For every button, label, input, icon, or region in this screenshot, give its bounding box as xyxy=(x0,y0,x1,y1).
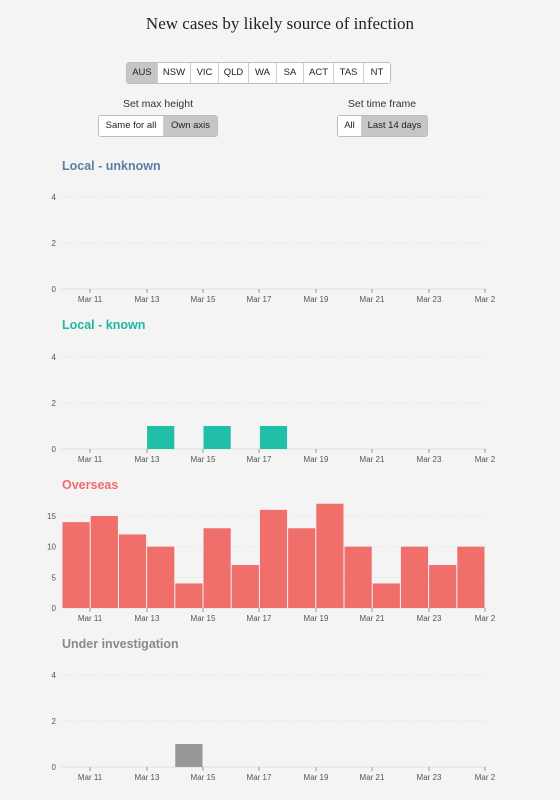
x-tick-label: Mar 15 xyxy=(191,614,216,623)
region-button-tas[interactable]: TAS xyxy=(334,63,364,83)
bar xyxy=(90,516,118,608)
bar xyxy=(259,509,288,608)
chart-title-overseas: Overseas xyxy=(62,478,119,492)
x-tick-label: Mar 19 xyxy=(304,773,329,782)
x-tick-label: Mar 21 xyxy=(360,773,385,782)
x-tick-label: Mar 21 xyxy=(360,455,385,464)
y-tick-label: 10 xyxy=(47,543,56,552)
region-button-qld[interactable]: QLD xyxy=(219,63,249,83)
x-tick-label: Mar 19 xyxy=(304,614,329,623)
region-button-aus[interactable]: AUS xyxy=(127,63,158,83)
bar xyxy=(175,744,203,767)
region-button-wa[interactable]: WA xyxy=(249,63,277,83)
chart-title-under-investigation: Under investigation xyxy=(62,637,179,651)
x-tick-label: Mar 21 xyxy=(360,295,385,304)
y-tick-label: 0 xyxy=(52,763,57,772)
x-tick-label: Mar 23 xyxy=(417,455,442,464)
x-tick-label: Mar 13 xyxy=(135,614,160,623)
y-tick-label: 4 xyxy=(52,671,57,680)
y-tick-label: 2 xyxy=(52,399,57,408)
bar xyxy=(62,522,90,608)
x-tick-label: Mar 11 xyxy=(78,773,103,782)
x-tick-label: Mar 17 xyxy=(247,455,272,464)
bar xyxy=(400,546,429,608)
bar xyxy=(429,565,457,608)
x-tick-label: Mar 15 xyxy=(191,773,216,782)
x-tick-label: Mar 19 xyxy=(304,295,329,304)
x-tick-label: Mar 17 xyxy=(247,295,272,304)
x-tick-label: Mar 21 xyxy=(360,614,385,623)
time-frame-option-all[interactable]: All xyxy=(338,116,362,136)
x-tick-label: Mar 19 xyxy=(304,455,329,464)
chart-local-known: 0 2 4 Mar 11 Mar 13 Mar 15 Mar 17 Mar 19 Mar 21 M… xyxy=(52,353,496,464)
region-button-act[interactable]: ACT xyxy=(304,63,334,83)
y-tick-label: 2 xyxy=(52,239,57,248)
x-tick-label: Mar 2 xyxy=(475,773,496,782)
bar xyxy=(288,528,316,608)
bar xyxy=(316,503,344,608)
x-tick-label: Mar 13 xyxy=(135,455,160,464)
time-frame-label: Set time frame xyxy=(347,98,417,110)
x-tick-label: Mar 17 xyxy=(247,614,272,623)
y-tick-label: 15 xyxy=(47,512,56,521)
x-tick-label: Mar 17 xyxy=(247,773,272,782)
y-tick-label: 4 xyxy=(52,193,57,202)
x-tick-label: Mar 11 xyxy=(78,455,103,464)
bar xyxy=(147,426,175,449)
region-button-nt[interactable]: NT xyxy=(364,63,390,83)
y-tick-label: 0 xyxy=(52,285,57,294)
max-height-label: Set max height xyxy=(122,98,194,110)
x-tick-label: Mar 15 xyxy=(191,295,216,304)
region-button-sa[interactable]: SA xyxy=(277,63,304,83)
chart-title-local-known: Local - known xyxy=(62,318,146,332)
x-tick-label: Mar 2 xyxy=(475,614,496,623)
x-tick-label: Mar 23 xyxy=(417,773,442,782)
y-tick-label: 0 xyxy=(52,604,57,613)
bar xyxy=(203,426,231,449)
page-title: New cases by likely source of infection xyxy=(145,14,415,33)
bar xyxy=(147,546,175,608)
y-tick-label: 5 xyxy=(52,573,57,582)
y-tick-label: 4 xyxy=(52,353,57,362)
region-button-vic[interactable]: VIC xyxy=(191,63,219,83)
max-height-option-own-axis[interactable]: Own axis xyxy=(164,116,217,136)
chart-overseas: 0 5 10 15 Mar 11 Mar 13 Mar 15 Mar 17 Mar 19 Mar … xyxy=(47,503,496,623)
x-tick-label: Mar 2 xyxy=(475,295,496,304)
chart-local-unknown: 0 2 4 Mar 11 Mar 13 Mar 15 Mar 17 Mar 19 Mar 21 M… xyxy=(52,193,496,304)
chart-under-investigation: 0 2 4 Mar 11 Mar 13 Mar 15 Mar 17 Mar 19 Mar 21 M… xyxy=(52,671,496,782)
time-frame-toggle: All Last 14 days xyxy=(337,115,428,137)
bar xyxy=(203,528,231,608)
max-height-option-same-for-all[interactable]: Same for all xyxy=(99,116,164,136)
x-tick-label: Mar 23 xyxy=(417,295,442,304)
x-tick-label: Mar 13 xyxy=(135,295,160,304)
bar xyxy=(118,534,147,608)
bar xyxy=(372,583,400,608)
x-tick-label: Mar 11 xyxy=(78,614,103,623)
x-tick-label: Mar 2 xyxy=(475,455,496,464)
bar xyxy=(344,546,372,608)
bar xyxy=(457,546,485,608)
region-button-nsw[interactable]: NSW xyxy=(158,63,191,83)
x-tick-label: Mar 11 xyxy=(78,295,103,304)
x-tick-label: Mar 13 xyxy=(135,773,160,782)
x-tick-label: Mar 23 xyxy=(417,614,442,623)
max-height-toggle: Same for all Own axis xyxy=(98,115,218,137)
y-tick-label: 2 xyxy=(52,717,57,726)
y-tick-label: 0 xyxy=(52,445,57,454)
bar xyxy=(175,583,203,608)
x-tick-label: Mar 15 xyxy=(191,455,216,464)
bar xyxy=(259,426,288,449)
chart-title-local-unknown: Local - unknown xyxy=(62,159,161,173)
time-frame-option-last-14-days[interactable]: Last 14 days xyxy=(362,116,427,136)
bar xyxy=(231,565,259,608)
region-selector: AUS NSW VIC QLD WA SA ACT TAS NT xyxy=(126,62,391,84)
